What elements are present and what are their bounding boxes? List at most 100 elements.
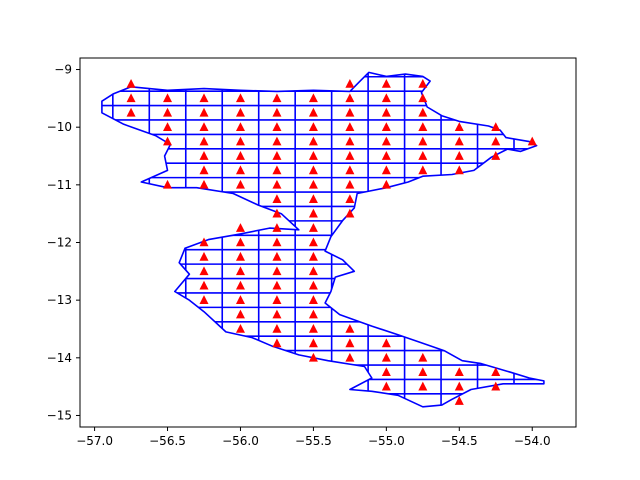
- triangle-marker: [235, 280, 245, 290]
- triangle-marker: [491, 122, 501, 131]
- triangle-marker: [199, 280, 209, 290]
- triangle-marker: [126, 78, 136, 88]
- triangle-marker: [199, 179, 209, 189]
- triangle-marker: [308, 295, 318, 304]
- triangle-marker: [345, 107, 355, 117]
- triangle-marker: [235, 266, 245, 276]
- triangle-marker: [491, 367, 501, 377]
- triangle-marker: [345, 78, 355, 88]
- triangle-marker: [308, 194, 318, 204]
- x-tick-label: −56.0: [222, 434, 259, 448]
- x-tick-label: −55.0: [368, 434, 405, 448]
- triangle-marker: [163, 93, 173, 103]
- y-tick-label: −14: [47, 351, 72, 365]
- triangle-marker: [308, 323, 318, 333]
- triangle-marker: [272, 151, 282, 160]
- triangle-marker: [308, 237, 318, 247]
- triangle-marker: [235, 309, 245, 319]
- triangle-marker: [454, 136, 464, 146]
- triangle-marker: [272, 179, 282, 189]
- y-tick-label: −13: [47, 293, 72, 307]
- triangle-marker: [345, 352, 355, 362]
- triangle-marker: [308, 266, 318, 276]
- triangle-marker: [308, 136, 318, 146]
- triangle-marker: [345, 338, 355, 348]
- triangle-marker: [381, 165, 391, 175]
- triangle-marker: [454, 367, 464, 377]
- triangle-marker: [163, 107, 173, 117]
- triangle-marker: [199, 136, 209, 146]
- triangle-marker: [345, 194, 355, 204]
- triangle-marker: [381, 381, 391, 391]
- triangle-marker: [163, 179, 173, 189]
- triangle-marker: [272, 107, 282, 117]
- triangle-marker: [126, 93, 136, 103]
- triangle-marker: [235, 237, 245, 247]
- triangle-marker: [199, 165, 209, 175]
- triangle-marker: [235, 165, 245, 175]
- triangle-marker: [491, 381, 501, 391]
- triangle-marker: [272, 208, 282, 218]
- triangle-marker: [235, 223, 245, 232]
- triangle-marker: [418, 107, 428, 117]
- y-tick-label: −9: [54, 63, 72, 77]
- triangle-marker: [418, 381, 428, 391]
- triangle-marker: [454, 165, 464, 175]
- triangle-marker: [418, 151, 428, 160]
- x-axis: −57.0 −56.5 −56.0 −55.5 −55.0 −54.5 −54.0: [76, 427, 551, 448]
- triangle-marker: [272, 280, 282, 290]
- triangle-marker: [199, 266, 209, 276]
- triangle-marker: [381, 107, 391, 117]
- triangle-marker: [308, 352, 318, 362]
- y-tick-label: −12: [47, 236, 72, 250]
- x-tick-label: −57.0: [76, 434, 113, 448]
- triangle-marker: [199, 251, 209, 261]
- triangle-marker: [308, 107, 318, 117]
- triangle-marker: [454, 396, 464, 405]
- triangle-marker: [272, 122, 282, 131]
- triangle-marker: [454, 122, 464, 131]
- x-tick-label: −55.5: [295, 434, 332, 448]
- triangle-marker: [163, 136, 173, 146]
- triangle-marker: [308, 251, 318, 261]
- triangle-marker: [199, 122, 209, 131]
- triangle-marker: [308, 179, 318, 189]
- triangle-marker: [272, 338, 282, 348]
- triangle-marker: [272, 223, 282, 232]
- y-tick-label: −11: [47, 178, 72, 192]
- triangle-marker: [163, 122, 173, 131]
- triangle-marker: [199, 237, 209, 247]
- triangle-marker: [491, 151, 501, 160]
- triangle-marker: [199, 295, 209, 304]
- triangle-marker: [235, 251, 245, 261]
- triangle-marker: [345, 151, 355, 160]
- triangle-marker: [272, 295, 282, 304]
- triangle-marker: [308, 338, 318, 348]
- triangle-marker: [418, 165, 428, 175]
- triangle-marker: [199, 107, 209, 117]
- triangle-marker: [345, 179, 355, 189]
- data-points: [126, 78, 537, 405]
- triangle-marker: [272, 251, 282, 261]
- triangle-marker: [235, 295, 245, 304]
- triangle-marker: [454, 151, 464, 160]
- triangle-marker: [272, 165, 282, 175]
- triangle-marker: [345, 323, 355, 333]
- triangle-marker: [345, 208, 355, 218]
- triangle-marker: [381, 136, 391, 146]
- triangle-marker: [272, 136, 282, 146]
- x-tick-label: −54.0: [514, 434, 551, 448]
- triangle-marker: [199, 151, 209, 160]
- triangle-marker: [308, 223, 318, 232]
- triangle-marker: [308, 122, 318, 131]
- y-tick-label: −15: [47, 408, 72, 422]
- triangle-marker: [235, 323, 245, 333]
- triangle-marker: [381, 352, 391, 362]
- triangle-marker: [381, 367, 391, 377]
- triangle-marker: [272, 93, 282, 103]
- triangle-marker: [381, 151, 391, 160]
- triangle-marker: [381, 78, 391, 88]
- triangle-marker: [381, 338, 391, 348]
